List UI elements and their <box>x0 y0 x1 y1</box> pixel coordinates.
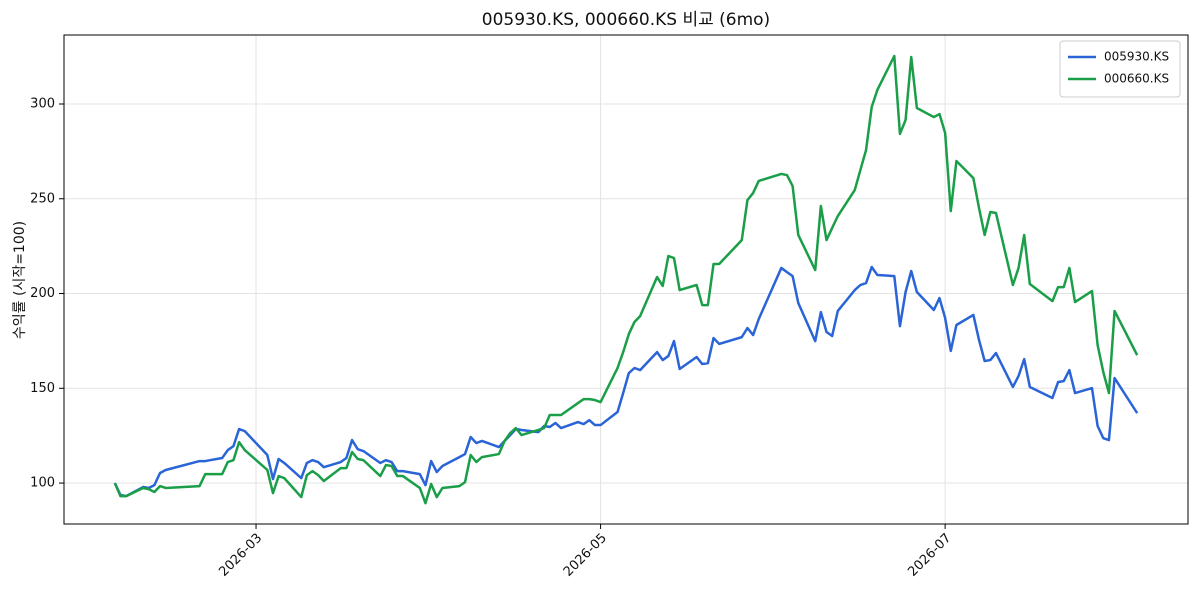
series-line <box>113 54 1139 505</box>
x-tick-label: 2026-05 <box>561 531 610 580</box>
legend-label: 000660.KS <box>1104 72 1169 86</box>
y-tick-label: 300 <box>30 96 55 111</box>
y-tick-label: 100 <box>30 476 55 491</box>
plot-frame <box>63 34 1189 525</box>
y-tick-label: 200 <box>30 286 55 301</box>
y-tick-label: 250 <box>30 191 55 206</box>
legend-box <box>1059 40 1181 98</box>
series-line <box>113 265 1139 498</box>
y-axis-label: 수익률 (시작=100) <box>12 221 28 339</box>
x-tick-label: 2026-07 <box>905 531 954 580</box>
legend-label: 005930.KS <box>1104 50 1169 64</box>
y-tick-label: 150 <box>30 381 55 396</box>
x-tick-label: 2026-03 <box>216 531 265 580</box>
chart-title: 005930.KS, 000660.KS 비교 (6mo) <box>482 10 770 30</box>
